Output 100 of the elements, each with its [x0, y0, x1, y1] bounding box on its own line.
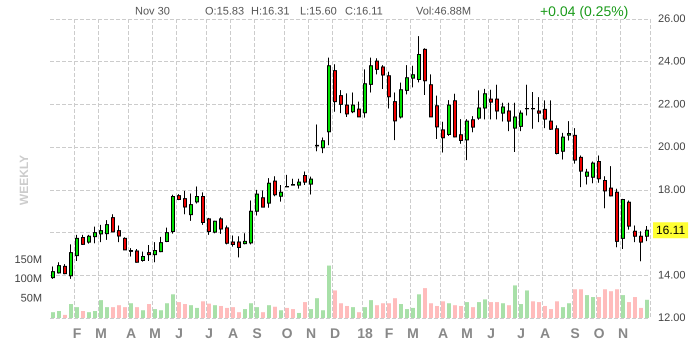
bar	[471, 307, 475, 318]
bar	[309, 309, 313, 318]
candlestick	[75, 234, 79, 262]
x-tick-label: J	[205, 325, 213, 340]
bar	[645, 300, 649, 318]
bar	[633, 297, 637, 318]
bar	[219, 306, 223, 318]
candlestick	[111, 214, 115, 233]
bar	[189, 305, 193, 318]
bar	[261, 312, 265, 318]
bar	[543, 306, 547, 318]
candlestick	[129, 248, 133, 257]
candlestick	[519, 110, 523, 132]
candlestick	[141, 251, 145, 262]
candlestick	[597, 154, 601, 184]
bar	[81, 311, 85, 318]
candlestick	[609, 166, 613, 197]
candlestick	[591, 160, 595, 184]
bar	[495, 302, 499, 318]
candlestick	[105, 220, 109, 240]
candlestick	[93, 226, 97, 244]
candlestick	[357, 101, 361, 118]
x-tick-label: J	[517, 325, 525, 340]
candlestick	[87, 234, 91, 244]
candlestick	[555, 124, 559, 155]
bar	[615, 289, 619, 318]
candlestick	[633, 225, 637, 243]
candlestick	[177, 194, 181, 201]
candlestick	[243, 232, 247, 245]
bar	[531, 301, 535, 318]
candlestick	[615, 188, 619, 248]
candlestick	[165, 227, 169, 243]
candlestick	[171, 194, 175, 234]
candlestick	[99, 224, 103, 243]
x-tick-label: N	[306, 325, 316, 340]
y2-tick-label: 50M	[20, 292, 42, 305]
bar	[387, 303, 391, 318]
candlestick	[345, 92, 349, 118]
candlestick	[369, 57, 373, 93]
candlestick	[459, 118, 463, 144]
x-tick-label: A	[228, 325, 238, 340]
candlestick	[525, 84, 529, 116]
bar	[501, 303, 505, 318]
bar	[627, 302, 631, 318]
bar	[381, 303, 385, 318]
bar	[285, 308, 289, 318]
bar	[609, 291, 613, 318]
candlestick	[381, 64, 385, 90]
bar	[171, 294, 175, 318]
candlestick	[339, 90, 343, 114]
candlestick	[603, 176, 607, 209]
candlestick	[621, 198, 625, 250]
candlestick	[435, 95, 439, 140]
bar	[75, 307, 79, 318]
bar	[561, 307, 565, 318]
x-tick-label: M	[407, 325, 419, 340]
candlestick	[363, 68, 367, 118]
text: H:16.31	[251, 6, 290, 18]
bar	[63, 314, 67, 318]
bar	[231, 307, 235, 318]
candlestick	[585, 168, 589, 186]
candlestick	[393, 92, 397, 141]
candlestick	[453, 93, 457, 138]
candlestick	[309, 176, 313, 196]
candlestick	[645, 225, 649, 242]
candlestick	[573, 128, 577, 164]
bar	[357, 312, 361, 318]
bar	[105, 307, 109, 318]
candlestick	[531, 92, 535, 130]
candlestick	[249, 200, 253, 245]
candlestick	[351, 92, 355, 114]
bar	[597, 297, 601, 318]
text: Nov 30	[135, 6, 170, 18]
y-tick-label: 22.00	[658, 98, 686, 110]
candlestick	[159, 236, 163, 253]
bar	[117, 305, 121, 318]
bar	[567, 303, 571, 318]
bar	[423, 288, 427, 318]
bar	[225, 308, 229, 318]
candlestick	[285, 174, 289, 188]
bar	[279, 310, 283, 318]
x-tick-label: M	[149, 325, 161, 340]
x-tick-label: M	[461, 325, 473, 340]
candlestick	[189, 192, 193, 222]
x-tick-label: F	[384, 325, 394, 340]
bar	[201, 301, 205, 318]
x-tick-label: O	[594, 325, 605, 340]
candlestick	[549, 100, 553, 131]
bar	[93, 311, 97, 318]
bar	[123, 307, 127, 318]
bar	[153, 309, 157, 318]
bar	[51, 312, 55, 318]
y2-tick-label: 150M	[14, 254, 42, 266]
bar	[459, 306, 463, 318]
bar	[183, 304, 187, 318]
candlestick	[327, 57, 331, 146]
bar	[297, 312, 301, 318]
x-tick-label: D	[330, 325, 340, 340]
text: Vol:46.88M	[416, 6, 472, 18]
bar	[405, 309, 409, 318]
